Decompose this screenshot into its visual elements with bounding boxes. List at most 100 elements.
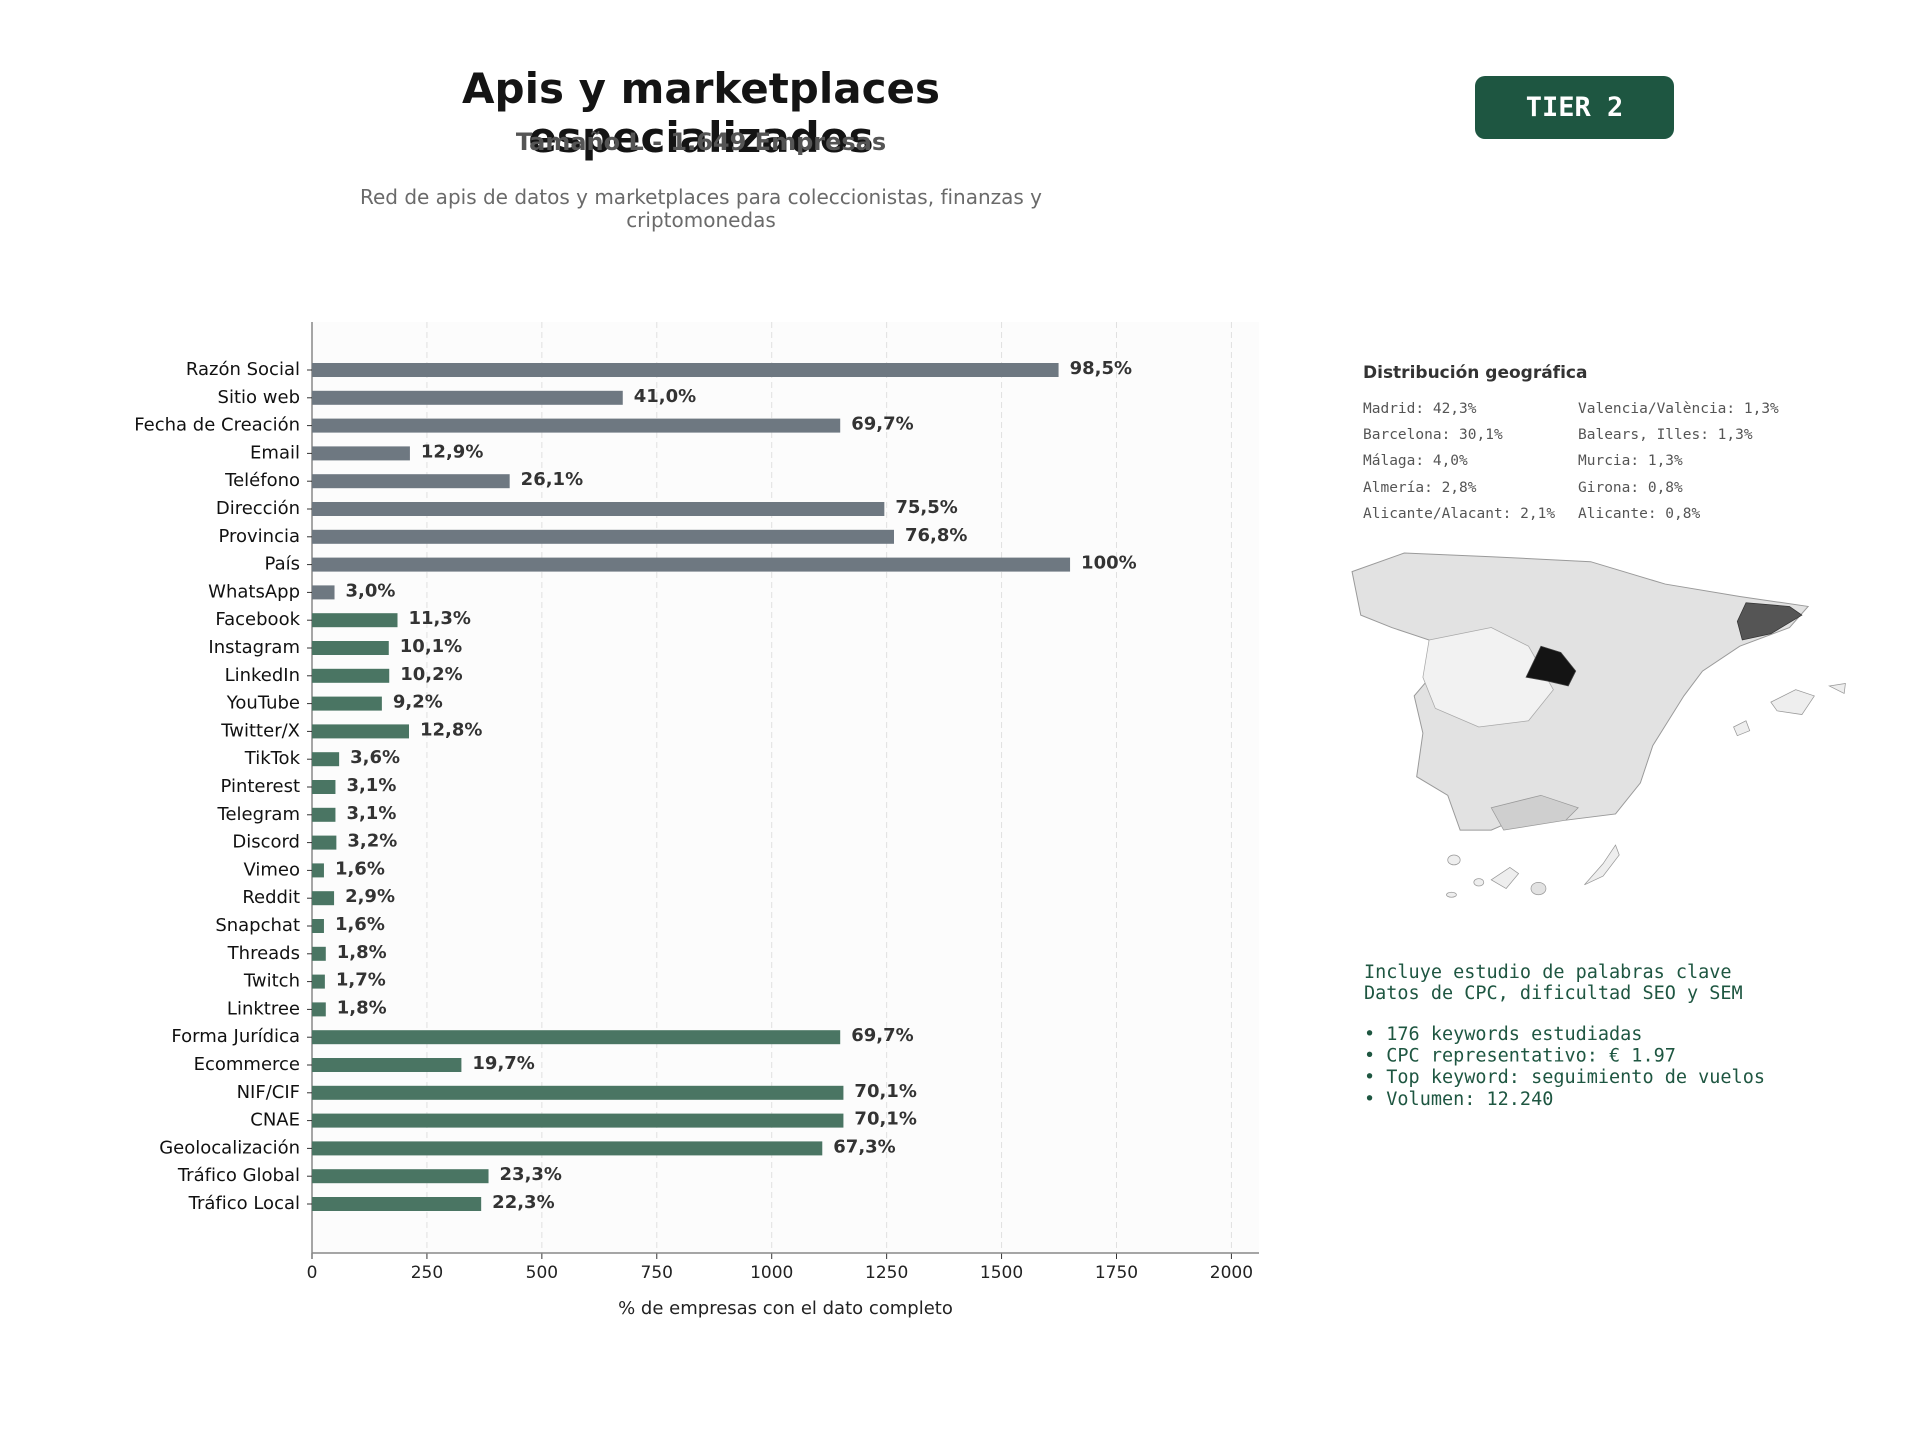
- y-tick-label: Dirección: [216, 498, 300, 519]
- value-label: 10,2%: [400, 664, 462, 685]
- y-tick-label: Twitch: [243, 971, 300, 992]
- value-label: 41,0%: [634, 386, 696, 407]
- value-label: 26,1%: [521, 469, 583, 490]
- y-tick-label: Linktree: [227, 998, 300, 1019]
- bar: [312, 780, 336, 794]
- value-label: 12,8%: [420, 719, 482, 740]
- value-label: 3,0%: [346, 580, 396, 601]
- value-label: 10,1%: [400, 636, 462, 657]
- y-tick-label: Facebook: [215, 609, 300, 630]
- geo-item: Girona: 0,8%: [1578, 480, 1683, 496]
- value-label: 69,7%: [851, 414, 913, 435]
- bar: [312, 1113, 844, 1128]
- map-canaries: [1584, 844, 1620, 886]
- bar: [312, 696, 382, 711]
- title: Apis y marketplaces especializados: [462, 64, 940, 162]
- value-label: 23,3%: [500, 1164, 562, 1185]
- tier-badge: TIER 2: [1475, 76, 1674, 139]
- y-tick-label: CNAE: [250, 1110, 300, 1131]
- y-tick-label: Teléfono: [224, 470, 300, 491]
- y-tick-label: LinkedIn: [225, 665, 300, 686]
- map-balearics: [1733, 720, 1751, 737]
- geo-item: Barcelona: 30,1%: [1363, 427, 1503, 443]
- value-label: 69,7%: [851, 1025, 913, 1046]
- y-tick-label: Reddit: [242, 887, 300, 908]
- bar: [312, 946, 326, 961]
- map-land: [1351, 552, 1810, 831]
- map-canaries: [1473, 878, 1485, 887]
- bar: [312, 668, 390, 683]
- y-tick-label: YouTube: [226, 693, 300, 714]
- map-balearics: [1828, 683, 1846, 694]
- keyword-bullet: • CPC representativo: € 1.97: [1364, 1046, 1676, 1067]
- map-region: [1490, 794, 1579, 831]
- x-tick-label: 1000: [750, 1263, 793, 1283]
- value-label: 3,2%: [347, 831, 397, 852]
- map-madrid: [1525, 645, 1577, 687]
- bar: [312, 390, 623, 405]
- bar: [312, 1197, 482, 1211]
- x-axis-label: % de empresas con el dato completo: [618, 1298, 953, 1319]
- geo-item: Valencia/València: 1,3%: [1578, 401, 1779, 417]
- y-tick-label: Sitio web: [218, 387, 300, 408]
- geo-title: Distribución geográfica: [1363, 363, 1587, 383]
- y-tick-label: Forma Jurídica: [171, 1026, 300, 1047]
- bar: [312, 1002, 326, 1017]
- bar: [312, 974, 325, 989]
- y-tick-label: Telegram: [217, 804, 300, 825]
- value-label: 1,6%: [335, 914, 385, 935]
- y-tick-label: Fecha de Creación: [134, 415, 300, 436]
- value-label: 1,6%: [335, 858, 385, 879]
- bar: [312, 724, 409, 739]
- y-tick-label: Razón Social: [186, 359, 300, 380]
- x-tick-label: 1250: [865, 1263, 908, 1283]
- bar: [312, 418, 841, 433]
- geo-item: Alicante: 0,8%: [1578, 506, 1700, 522]
- y-tick-label: Pinterest: [220, 776, 300, 797]
- bar: [312, 1058, 462, 1072]
- bar: [312, 835, 337, 850]
- value-label: 67,3%: [833, 1136, 895, 1157]
- x-tick-label: 500: [526, 1263, 558, 1283]
- x-tick-label: 750: [641, 1263, 673, 1283]
- bar: [312, 1030, 841, 1045]
- keyword-bullet: • Top keyword: seguimiento de vuelos: [1364, 1067, 1765, 1088]
- value-label: 1,7%: [336, 970, 386, 991]
- y-tick-label: Provincia: [218, 526, 300, 547]
- y-tick-label: País: [265, 554, 300, 575]
- bar: [312, 891, 335, 906]
- geo-item: Almería: 2,8%: [1363, 480, 1477, 496]
- value-label: 2,9%: [345, 886, 395, 907]
- spain-map: [1351, 552, 1846, 898]
- y-tick-label: Discord: [232, 832, 300, 853]
- bar: [312, 557, 1071, 572]
- bar: [312, 863, 324, 878]
- bar: [312, 529, 894, 544]
- subtitle: Tamaño L - 1.649 Empresas: [515, 128, 887, 156]
- y-tick-label: TikTok: [244, 748, 301, 769]
- bar: [312, 474, 510, 489]
- keyword-bullet: • Volumen: 12.240: [1364, 1089, 1553, 1110]
- value-label: 9,2%: [393, 692, 443, 713]
- bar: [312, 446, 410, 461]
- bar: [312, 807, 336, 822]
- y-tick-label: Tráfico Global: [177, 1165, 300, 1186]
- bar: [312, 1141, 823, 1156]
- bar: [312, 502, 885, 516]
- y-tick-label: Email: [250, 442, 300, 463]
- x-tick-label: 250: [411, 1263, 443, 1283]
- bar: [312, 1169, 489, 1184]
- value-label: 22,3%: [492, 1192, 554, 1213]
- value-label: 19,7%: [472, 1053, 534, 1074]
- y-tick-label: Instagram: [208, 637, 300, 658]
- value-label: 98,5%: [1070, 358, 1132, 379]
- value-label: 3,1%: [346, 803, 396, 824]
- geo-item: Málaga: 4,0%: [1363, 453, 1468, 469]
- value-label: 70,1%: [854, 1109, 916, 1130]
- value-label: 75,5%: [895, 497, 957, 518]
- y-tick-label: Snapchat: [215, 915, 300, 936]
- geo-item: Alicante/Alacant: 2,1%: [1363, 506, 1555, 522]
- y-tick-label: Tráfico Local: [188, 1193, 300, 1214]
- keyword-note: Datos de CPC, dificultad SEO y SEM: [1364, 983, 1743, 1004]
